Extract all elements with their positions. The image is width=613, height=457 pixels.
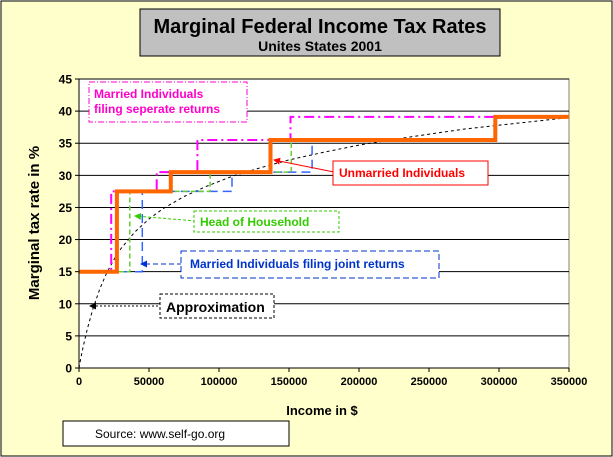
- head-household-line: [79, 116, 569, 273]
- unmarried-arrow: [273, 157, 335, 173]
- axes: [78, 79, 569, 369]
- head-household-label-box: [193, 210, 340, 233]
- x-tick-labels: 0 50000 100000 150000 200000 250000 300000 3500…: [76, 368, 587, 388]
- y-tick-label: 40: [59, 105, 73, 119]
- y-tick-label: 20: [59, 233, 73, 247]
- x-axis-label: Income in $: [286, 403, 358, 418]
- y-axis-label: Marginal tax rate in %: [26, 146, 43, 300]
- head-household-label: Head of Household: [200, 215, 309, 229]
- married-separate-label-line2: filing seperate returns: [94, 102, 220, 116]
- title-box: [139, 8, 501, 57]
- married-joint-line: [79, 116, 569, 273]
- chart-subtitle: Unites States 2001: [258, 38, 382, 54]
- approximation-label-box: [159, 293, 275, 319]
- y-tick-label: 35: [59, 137, 73, 151]
- x-tick-label: 200000: [341, 376, 378, 388]
- y-tick-label: 10: [59, 297, 73, 311]
- y-tick-label: 30: [59, 169, 73, 183]
- married-joint-label-box: [180, 250, 440, 279]
- y-tick-label: 0: [65, 362, 72, 376]
- unmarried-label: Unmarried Individuals: [339, 166, 465, 180]
- x-tick-label: 0: [76, 376, 82, 388]
- x-tick-label: 300000: [481, 376, 518, 388]
- approximation-label: Approximation: [166, 299, 265, 315]
- y-tick-label: 25: [59, 201, 73, 215]
- chart-title: Marginal Federal Income Tax Rates: [153, 16, 486, 38]
- source-box: [62, 420, 290, 447]
- x-tick-label: 250000: [411, 376, 448, 388]
- y-tick-label: 5: [65, 329, 72, 343]
- y-tick-label: 45: [59, 73, 73, 87]
- source-text: Source: www.self-go.org: [95, 427, 225, 441]
- x-tick-label: 50000: [134, 376, 165, 388]
- married-separate-line: [79, 115, 569, 273]
- series-layer: [78, 114, 570, 369]
- married-joint-label: Married Individuals filing joint returns: [190, 257, 405, 271]
- x-tick-label: 100000: [201, 376, 238, 388]
- unmarried-label-box: [332, 160, 489, 186]
- married-separate-label-line1: Married Individuals: [94, 87, 204, 101]
- married-separate-label-box: [88, 81, 248, 123]
- y-tick-label: 15: [59, 265, 73, 279]
- head-household-arrow: [134, 213, 197, 222]
- unmarried-line: [79, 114, 569, 274]
- x-tick-label: 350000: [551, 376, 588, 388]
- y-tick-labels: 0 5 10 15 20 25 30 35 40 45: [59, 73, 79, 376]
- x-tick-label: 150000: [271, 376, 308, 388]
